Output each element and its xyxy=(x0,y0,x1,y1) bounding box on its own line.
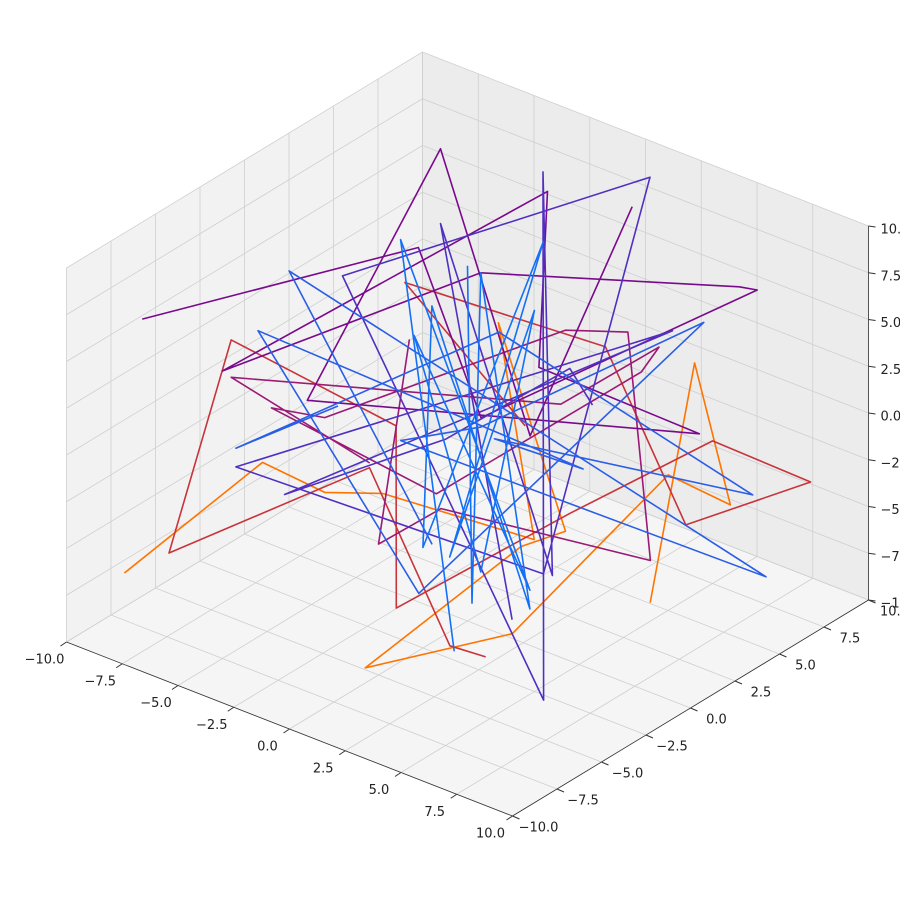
x-tick-label: −7.5 xyxy=(84,674,116,689)
grid-line xyxy=(422,191,869,367)
grid-line xyxy=(422,98,869,274)
z-tick-label: 0.0 xyxy=(881,410,900,425)
y-tick-label: 0.0 xyxy=(706,713,727,728)
z-tick-label: −5.0 xyxy=(881,503,900,518)
x-tick-label: 5.0 xyxy=(369,783,390,798)
grid-line xyxy=(422,145,869,320)
z-tick-mark xyxy=(868,319,876,321)
z-tick-mark xyxy=(868,459,876,462)
x-tick-mark xyxy=(171,685,179,690)
z-tick-label: −7.5 xyxy=(881,550,900,565)
grid-line xyxy=(422,378,869,554)
x-tick-label: 2.5 xyxy=(313,761,334,776)
x-tick-mark xyxy=(227,706,235,712)
y-tick-mark xyxy=(556,788,565,793)
axis-line xyxy=(512,599,869,817)
y-tick-label: −7.5 xyxy=(567,794,599,809)
z-tick-mark xyxy=(868,412,876,415)
z-tick-mark xyxy=(868,272,876,275)
x-tick-mark xyxy=(394,772,402,777)
z-tick-mark xyxy=(868,225,876,228)
y-tick-label: 2.5 xyxy=(751,686,772,701)
y-tick-label: −5.0 xyxy=(612,767,644,782)
grid-line xyxy=(66,145,423,362)
x-tick-label: 0.0 xyxy=(257,740,278,755)
x-tick-label: −5.0 xyxy=(140,696,172,711)
axis-line xyxy=(66,641,513,817)
y-tick-mark xyxy=(779,653,787,658)
z-tick-label: 2.5 xyxy=(881,363,900,378)
x-tick-mark xyxy=(450,793,458,799)
grid-line xyxy=(155,587,602,763)
grid-line xyxy=(66,98,423,316)
grid-line xyxy=(288,506,736,682)
grid-line xyxy=(244,533,691,709)
series-line xyxy=(235,270,767,595)
z-tick-label: 7.5 xyxy=(881,269,900,284)
y-tick-label: 7.5 xyxy=(840,632,861,647)
z-tick-label: 10.0 xyxy=(881,223,900,238)
grid-line xyxy=(422,51,869,227)
y-tick-label: 10.0 xyxy=(880,605,900,620)
z-tick-label: −10.0 xyxy=(881,597,900,612)
z-tick-mark xyxy=(868,552,876,555)
x-tick-mark xyxy=(338,750,346,756)
series-line xyxy=(230,329,660,562)
z-tick-label: 5.0 xyxy=(881,316,900,331)
y-tick-mark xyxy=(690,707,698,712)
x-tick-mark xyxy=(283,728,290,734)
x-tick-mark xyxy=(60,641,67,647)
grid-line xyxy=(199,560,647,736)
grid-line xyxy=(333,479,780,655)
y-tick-mark xyxy=(601,761,609,766)
y-tick-mark xyxy=(645,734,654,739)
y-tick-label: −10.0 xyxy=(519,821,559,836)
x-tick-mark xyxy=(506,815,513,821)
grid-line xyxy=(422,238,869,414)
x-tick-label: 7.5 xyxy=(424,805,445,820)
y-tick-mark xyxy=(823,626,832,631)
z-tick-label: −2.5 xyxy=(881,456,900,471)
grid-line xyxy=(377,452,825,628)
grid-line xyxy=(66,51,423,269)
series-line xyxy=(235,171,674,701)
x-tick-label: −2.5 xyxy=(196,718,228,733)
series-line xyxy=(141,147,758,437)
x-tick-label: −10.0 xyxy=(25,653,65,668)
grid-line xyxy=(110,614,558,790)
y-tick-label: −2.5 xyxy=(656,740,688,755)
x-tick-label: 10.0 xyxy=(476,827,505,842)
y-tick-mark xyxy=(734,680,743,685)
x-tick-mark xyxy=(115,663,123,669)
z-tick-mark xyxy=(868,365,876,368)
grid-line xyxy=(66,191,423,409)
grid-line xyxy=(66,378,423,596)
y-tick-label: 5.0 xyxy=(795,659,816,674)
y-tick-mark xyxy=(512,815,520,820)
grid-line xyxy=(66,332,423,549)
z-tick-mark xyxy=(868,599,876,602)
series-line xyxy=(399,238,544,652)
grid-line xyxy=(66,285,423,503)
z-tick-mark xyxy=(868,506,876,508)
grid-line xyxy=(422,285,869,461)
